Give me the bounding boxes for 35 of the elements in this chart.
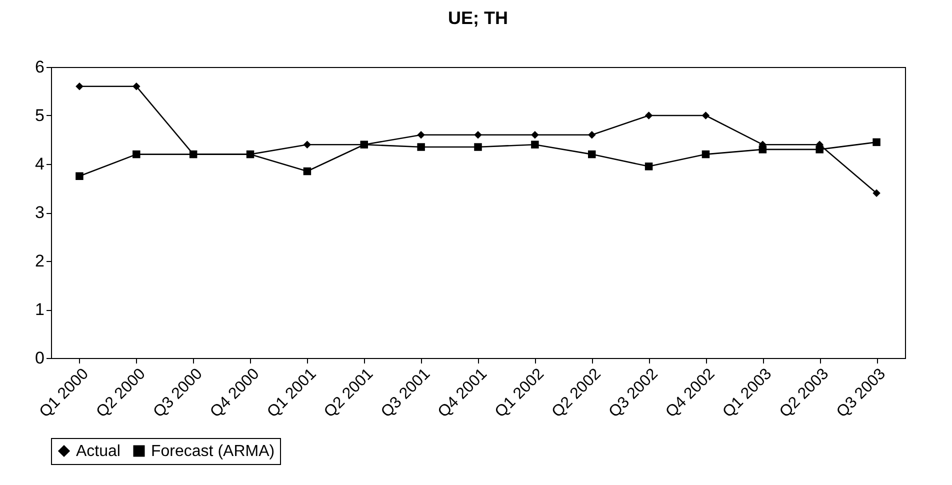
- point: [644, 112, 653, 120]
- legend-label: Forecast (ARMA): [151, 443, 275, 460]
- point: [644, 162, 653, 170]
- point: [303, 167, 312, 176]
- point: [702, 150, 710, 158]
- y-tick-label: 1: [35, 300, 44, 319]
- point: [76, 172, 84, 180]
- y-tick-label: 6: [35, 58, 44, 76]
- point: [758, 146, 767, 154]
- point: [189, 150, 198, 158]
- y-tick-label: 2: [35, 252, 44, 270]
- point: [816, 146, 824, 154]
- legend-label: Actual: [76, 443, 120, 460]
- point: [588, 150, 596, 158]
- point: [872, 138, 880, 146]
- chart-title: UE; TH: [448, 8, 508, 28]
- y-tick-label: 0: [35, 348, 44, 368]
- point: [588, 131, 596, 139]
- y-tick-label: 3: [35, 203, 44, 222]
- point: [417, 143, 425, 151]
- point: [360, 140, 368, 148]
- point: [474, 131, 482, 139]
- point: [246, 150, 254, 158]
- y-tick-label: 5: [35, 106, 44, 125]
- point: [417, 131, 425, 139]
- point: [872, 189, 880, 197]
- point: [132, 150, 140, 158]
- point: [76, 82, 84, 90]
- point: [531, 140, 539, 148]
- point: [474, 143, 482, 151]
- point: [303, 140, 312, 148]
- y-tick-label: 4: [35, 154, 44, 174]
- point: [531, 131, 539, 139]
- point: [702, 112, 710, 120]
- point: [132, 82, 140, 90]
